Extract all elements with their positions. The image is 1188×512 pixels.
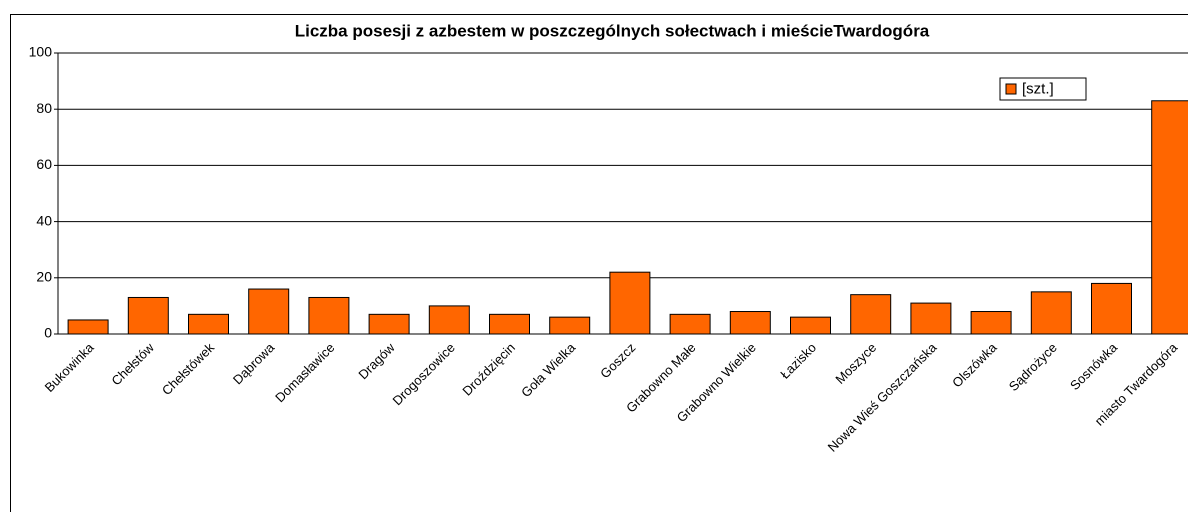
- bar: [368, 313, 410, 335]
- bar: [308, 296, 350, 335]
- bar: [248, 288, 290, 335]
- bar: [428, 305, 470, 335]
- y-tick-label: 20: [36, 269, 52, 285]
- y-tick-label: 100: [29, 44, 53, 60]
- legend-swatch: [1005, 83, 1017, 95]
- bar: [729, 311, 771, 335]
- y-tick-label: 40: [36, 212, 52, 228]
- chart-title: Liczba posesji z azbestem w poszczególny…: [295, 21, 930, 40]
- y-tick-label: 80: [36, 100, 52, 116]
- y-tick-label: 60: [36, 156, 52, 172]
- bar: [549, 316, 591, 335]
- bar: [850, 294, 892, 335]
- bar: [910, 302, 952, 335]
- bar: [188, 313, 229, 335]
- bar: [790, 316, 831, 335]
- bar: [1151, 100, 1188, 335]
- bar: [489, 313, 530, 335]
- y-tick-label: 0: [44, 325, 52, 341]
- bar: [1091, 282, 1132, 335]
- legend-box: [999, 77, 1087, 101]
- bar: [669, 313, 711, 335]
- bar: [127, 296, 169, 335]
- bar: [67, 319, 109, 335]
- bar: [970, 311, 1012, 335]
- bar: [1030, 291, 1072, 335]
- chart-border: [10, 14, 1188, 512]
- legend-label: [szt.]: [1022, 80, 1054, 97]
- bar: [609, 271, 651, 335]
